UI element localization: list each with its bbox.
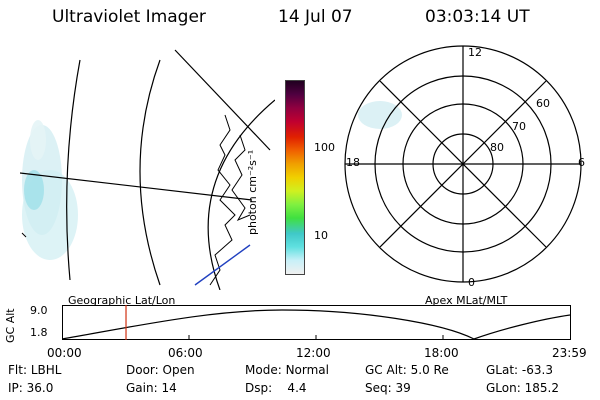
- timeline-x-tick: 12:00: [296, 346, 331, 360]
- status-glon: GLon: 185.2: [486, 381, 559, 395]
- altitude-timeline-plot: [62, 305, 571, 340]
- date-label: 14 Jul 07: [278, 7, 353, 27]
- mlt-label-0: 0: [468, 276, 475, 289]
- lat-label-70: 70: [512, 120, 526, 133]
- altitude-curve: [62, 309, 571, 340]
- status-gc-alt: GC Alt: 5.0 Re: [365, 363, 449, 377]
- terminator-line: [194, 244, 251, 286]
- mlt-label-6: 6: [578, 156, 585, 169]
- timeline-y-tick: 9.0: [30, 304, 48, 317]
- longitude-line: [20, 172, 253, 201]
- coastline: [231, 134, 251, 222]
- lat-label-60: 60: [536, 97, 550, 110]
- status-filter: Flt: LBHL: [8, 363, 62, 377]
- timeline-y-axis-label: GC Alt: [4, 308, 17, 343]
- timeline-x-tick: 18:00: [424, 346, 459, 360]
- colorbar-unit-label: photon cm⁻²s⁻¹: [246, 149, 259, 235]
- geographic-map: [20, 49, 275, 290]
- colorbar-tick-100: 100: [314, 141, 335, 154]
- colorbar: [285, 80, 305, 275]
- mlt-label-18: 18: [346, 156, 360, 169]
- coastline: [209, 114, 236, 286]
- latitude-line: [139, 59, 161, 286]
- timeline-x-tick: 00:00: [47, 346, 82, 360]
- status-door: Door: Open: [126, 363, 195, 377]
- status-mode: Mode: Normal: [245, 363, 329, 377]
- mlt-line: [379, 80, 547, 248]
- status-dsp: Dsp: 4.4: [245, 381, 307, 395]
- coastline: [21, 232, 27, 238]
- instrument-title: Ultraviolet Imager: [52, 7, 206, 27]
- apex-label: Apex MLat/MLT: [425, 294, 508, 307]
- status-seq: Seq: 39: [365, 381, 411, 395]
- status-glat: GLat: -63.3: [486, 363, 553, 377]
- longitude-line: [174, 49, 271, 151]
- timeline-x-tick: 23:59: [552, 346, 587, 360]
- timeline-x-tick: 06:00: [168, 346, 203, 360]
- latitude-line: [207, 99, 275, 290]
- lat-label-80: 80: [490, 141, 504, 154]
- latitude-line: [66, 59, 81, 281]
- mlt-label-12: 12: [468, 46, 482, 59]
- polar-plot: [344, 45, 582, 283]
- colorbar-tick-10: 10: [314, 229, 328, 242]
- timeline-y-tick: 1.8: [30, 326, 48, 339]
- time-label: 03:03:14 UT: [425, 7, 530, 27]
- aurora-emission-region: [358, 101, 402, 129]
- status-gain: Gain: 14: [126, 381, 177, 395]
- aurora-emission-region: [22, 120, 78, 260]
- status-ip: IP: 36.0: [8, 381, 54, 395]
- geographic-label: Geographic Lat/Lon: [68, 294, 176, 307]
